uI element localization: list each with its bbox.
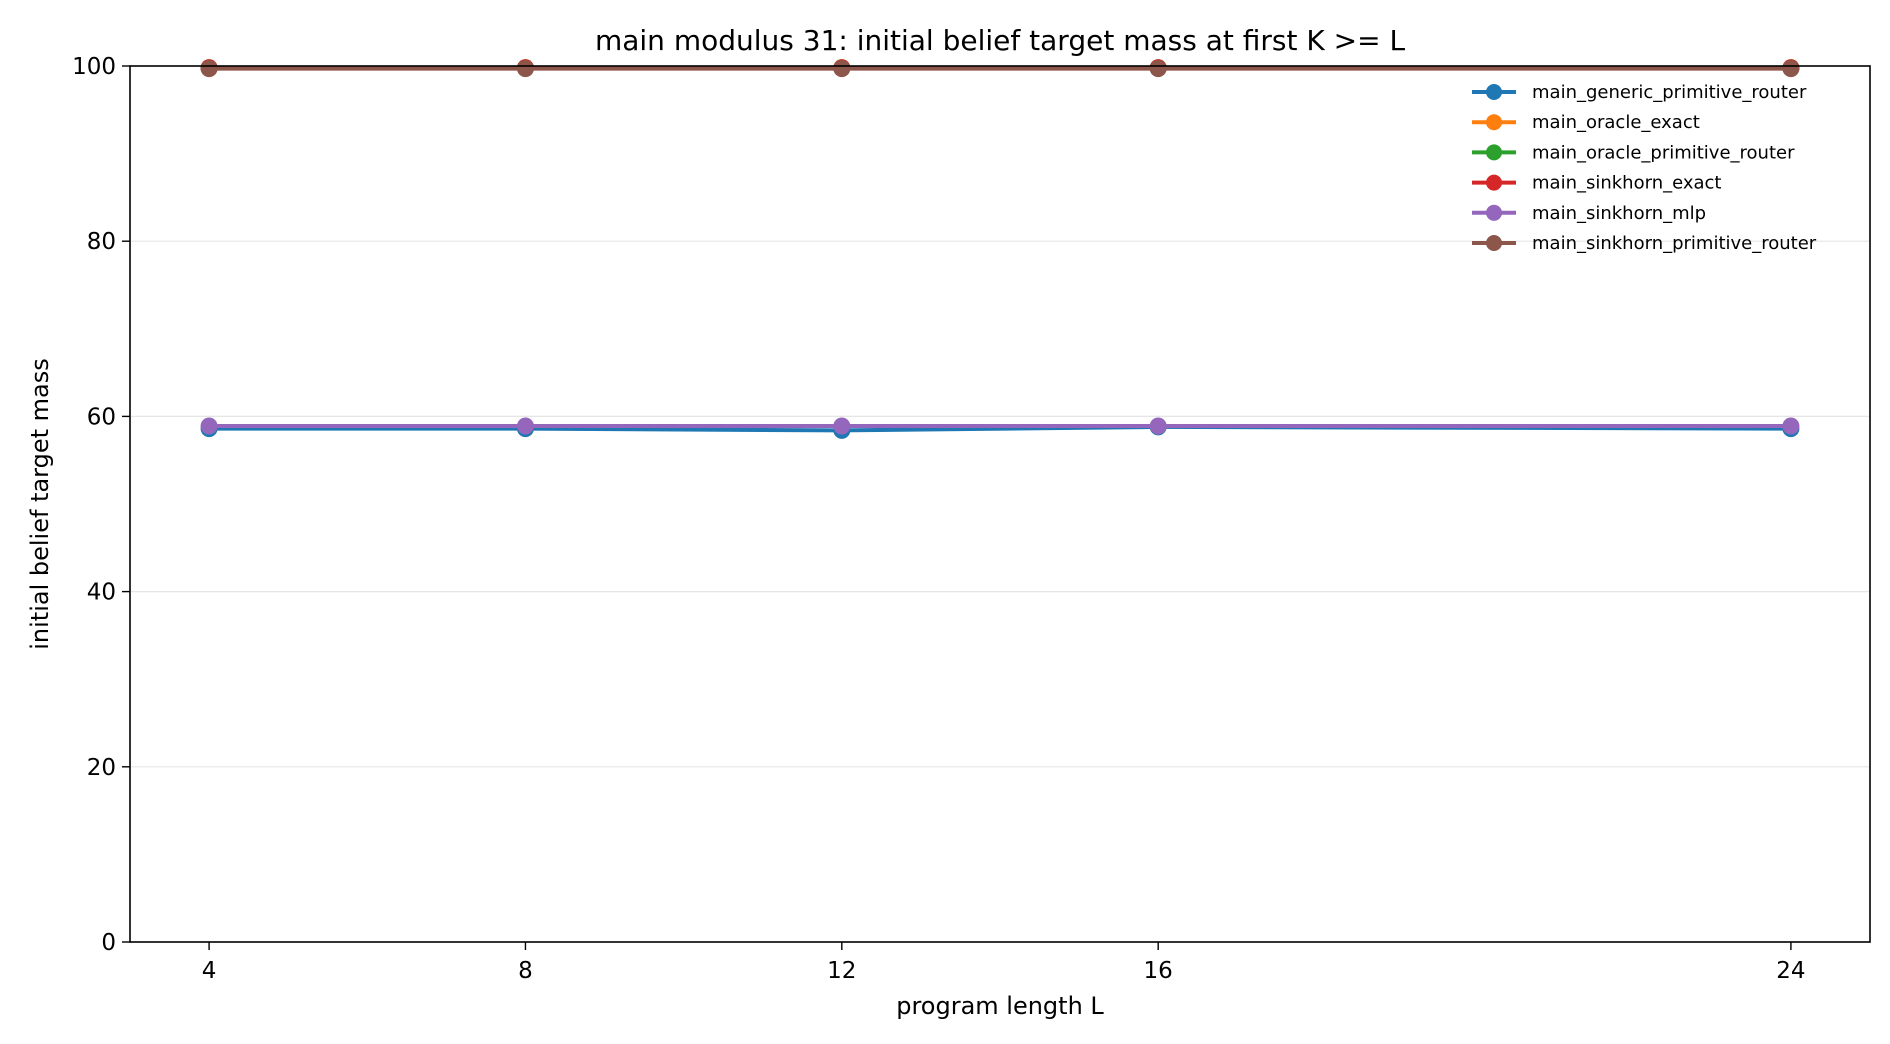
data-point [200,60,218,78]
y-tick-label: 100 [72,54,116,80]
legend-swatch-marker [1486,84,1502,100]
legend-label: main_oracle_exact [1532,112,1700,133]
data-point [516,60,534,78]
legend-label: main_oracle_primitive_router [1532,142,1795,163]
data-point [1149,60,1167,78]
data-point [833,417,851,435]
data-point [1782,60,1800,78]
data-point [200,417,218,435]
series-group [200,59,1800,439]
legend-swatch-marker [1486,174,1502,191]
plot-frame [129,65,1871,943]
legend-swatch-marker [1486,114,1502,131]
legend-label: main_sinkhorn_primitive_router [1532,233,1817,254]
legend-swatch-marker [1486,204,1502,221]
y-tick-label: 0 [101,930,116,956]
x-tick-label: 12 [827,958,856,984]
y-axis-ticks: 0 20 40 60 80 100 [72,54,130,956]
data-point [1782,417,1800,435]
y-tick-label: 40 [87,580,116,606]
chart-title: main modulus 31: initial belief target m… [595,24,1405,57]
legend-swatch-marker [1486,235,1502,251]
x-axis-label: program length L [896,992,1104,1020]
legend-label: main_generic_primitive_router [1532,82,1807,103]
x-axis-ticks: 4 8 12 16 24 [202,942,1806,984]
x-tick-label: 8 [518,958,533,984]
y-tick-label: 20 [87,755,116,781]
y-axis-label: initial belief target mass [26,358,54,650]
x-tick-label: 4 [202,958,217,984]
x-tick-label: 24 [1776,958,1805,984]
legend-label: main_sinkhorn_exact [1532,173,1722,194]
data-point [516,417,534,435]
y-tick-label: 60 [87,404,116,430]
legend-swatch-marker [1486,144,1502,161]
legend: main_generic_primitive_router main_oracle… [1472,82,1817,254]
data-point [1149,417,1167,435]
data-point [833,60,851,78]
y-tick-label: 80 [87,229,116,255]
x-tick-label: 16 [1144,958,1173,984]
legend-label: main_sinkhorn_mlp [1532,203,1706,224]
gridlines [130,240,1870,768]
